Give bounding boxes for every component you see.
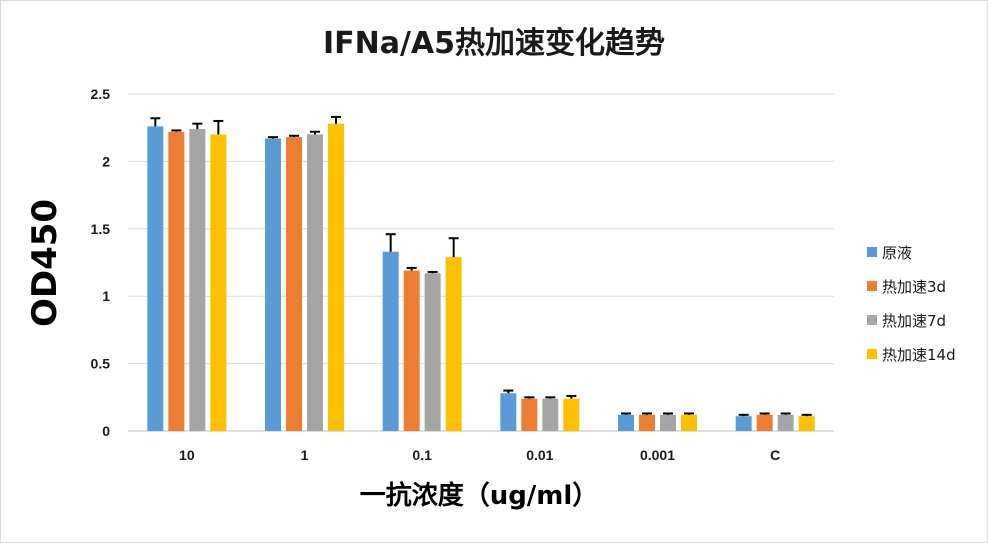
bar [445, 257, 462, 431]
chart-title: IFNa/A5热加速变化趋势 [323, 26, 665, 61]
bar [168, 131, 185, 431]
error-bars [150, 115, 812, 417]
legend-swatch [867, 247, 877, 257]
legend-label: 热加速14d [882, 346, 956, 364]
y-tick-labels: 0 0.5 1 1.5 2 2.5 [91, 86, 111, 439]
bar [563, 398, 580, 431]
x-tick-label: 1 [301, 447, 309, 463]
legend-swatch [867, 281, 877, 291]
gridlines [128, 93, 834, 432]
bar [210, 134, 227, 431]
bar [424, 273, 441, 431]
bar [639, 414, 655, 431]
x-tick-label: 0.001 [640, 447, 675, 463]
bar [189, 129, 206, 431]
legend-label: 原液 [882, 244, 912, 262]
y-tick-label: 1 [102, 288, 110, 304]
bar [403, 270, 420, 431]
bar [307, 134, 323, 431]
bars [147, 123, 815, 432]
bar [735, 416, 752, 431]
bar [618, 414, 634, 431]
bar [660, 414, 676, 431]
legend-label: 热加速3d [882, 278, 946, 296]
legend-swatch [867, 315, 877, 325]
bar [542, 398, 559, 431]
y-tick-label: 1.5 [91, 221, 111, 237]
y-axis-label: OD450 [25, 199, 65, 327]
y-tick-label: 0 [102, 423, 110, 439]
bar [286, 137, 302, 432]
bar [681, 414, 697, 431]
legend-label: 热加速7d [882, 312, 946, 330]
x-tick-label: 0.01 [526, 447, 553, 463]
bar [265, 138, 281, 431]
bar [777, 414, 794, 431]
bar [147, 126, 164, 432]
y-tick-label: 2 [102, 153, 110, 169]
bar [756, 414, 773, 431]
legend-swatch [867, 349, 877, 359]
bar [521, 398, 538, 431]
x-tick-labels: 10 1 0.1 0.01 0.001 C [179, 447, 780, 463]
bar [500, 393, 517, 431]
bar [328, 123, 344, 431]
x-tick-label: 0.1 [412, 447, 432, 463]
bar [382, 251, 399, 431]
y-tick-label: 2.5 [91, 86, 111, 102]
x-axis-label: 一抗浓度（ug/ml） [360, 480, 599, 511]
x-tick-label: C [770, 447, 780, 463]
x-tick-label: 10 [179, 447, 195, 463]
y-tick-label: 0.5 [91, 356, 111, 372]
bar [798, 416, 815, 431]
